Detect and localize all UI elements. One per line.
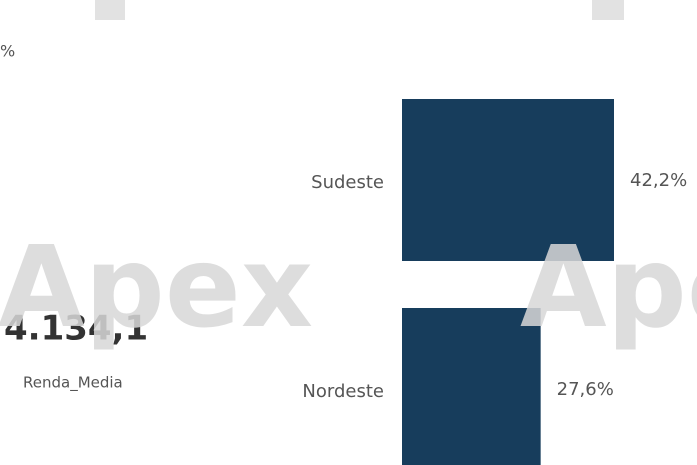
bar xyxy=(402,308,541,465)
card-label: Renda_Media xyxy=(23,374,123,393)
cut-text: % xyxy=(0,42,15,61)
card-value: 4.134,1 xyxy=(4,309,148,349)
value-label: 27,6% xyxy=(557,379,614,400)
value-label: 42,2% xyxy=(630,170,687,191)
watermark-fragment xyxy=(95,0,125,20)
category-label: Nordeste xyxy=(302,381,384,402)
bar-chart: Sudeste 42,2% Nordeste 27,6% xyxy=(302,99,687,465)
watermark: Apex xyxy=(520,223,697,353)
bar xyxy=(402,99,614,261)
category-label: Sudeste xyxy=(311,172,384,193)
watermark: Apex xyxy=(0,223,313,353)
watermark-fragment xyxy=(592,0,624,20)
